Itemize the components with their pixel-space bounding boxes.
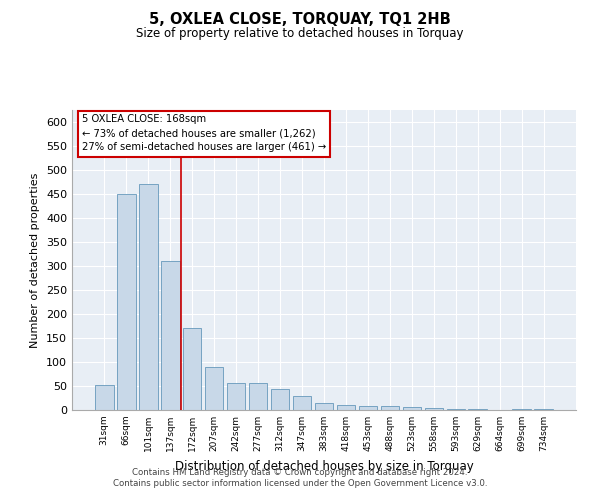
Bar	[512, 408, 531, 410]
Bar	[249, 382, 268, 410]
Bar	[314, 403, 334, 410]
Bar	[293, 396, 311, 410]
Y-axis label: Number of detached properties: Number of detached properties	[31, 172, 40, 348]
Bar	[117, 194, 136, 410]
Bar	[139, 184, 158, 410]
Bar	[227, 382, 245, 410]
X-axis label: Distribution of detached houses by size in Torquay: Distribution of detached houses by size …	[175, 460, 473, 472]
Bar	[535, 408, 553, 410]
Bar	[95, 384, 113, 410]
Text: Contains HM Land Registry data © Crown copyright and database right 2024.
Contai: Contains HM Land Registry data © Crown c…	[113, 468, 487, 487]
Bar	[161, 261, 179, 410]
Bar	[183, 328, 202, 410]
Bar	[380, 406, 399, 410]
Bar	[403, 406, 421, 410]
Text: 5, OXLEA CLOSE, TORQUAY, TQ1 2HB: 5, OXLEA CLOSE, TORQUAY, TQ1 2HB	[149, 12, 451, 28]
Bar	[205, 367, 223, 410]
Bar	[446, 408, 465, 410]
Text: Size of property relative to detached houses in Torquay: Size of property relative to detached ho…	[136, 28, 464, 40]
Bar	[359, 406, 377, 410]
Bar	[337, 405, 355, 410]
Bar	[271, 390, 289, 410]
Text: 5 OXLEA CLOSE: 168sqm
← 73% of detached houses are smaller (1,262)
27% of semi-d: 5 OXLEA CLOSE: 168sqm ← 73% of detached …	[82, 114, 326, 152]
Bar	[425, 408, 443, 410]
Bar	[469, 409, 487, 410]
